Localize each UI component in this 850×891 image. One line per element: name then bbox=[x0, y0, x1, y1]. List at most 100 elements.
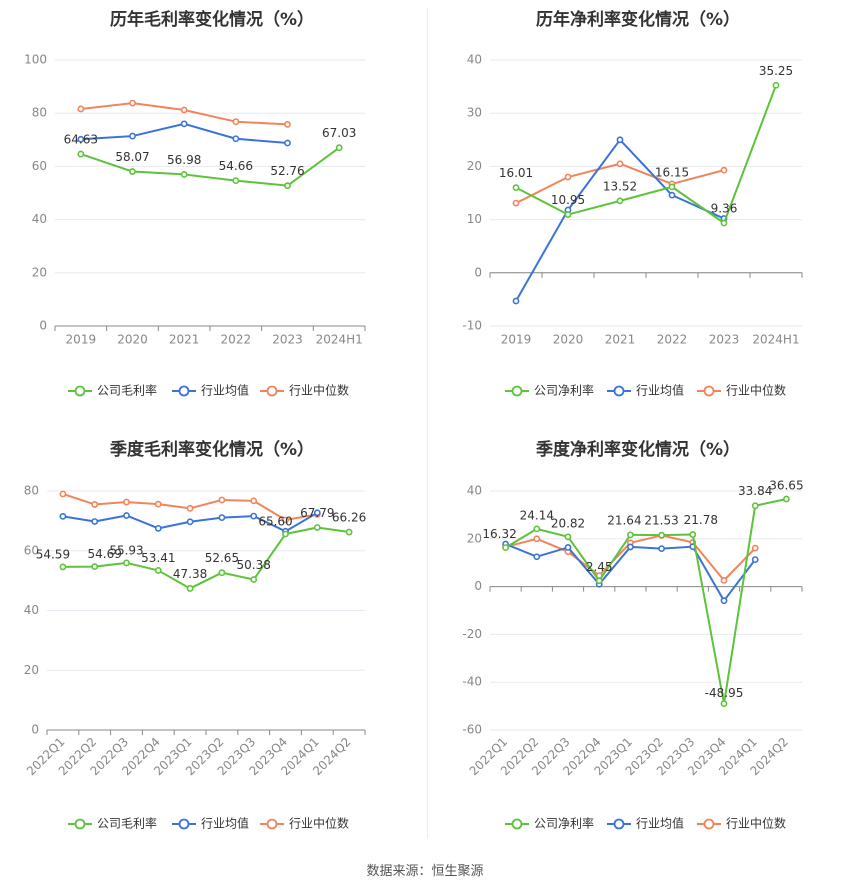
data-point bbox=[720, 576, 728, 584]
data-point bbox=[564, 211, 572, 218]
data-label: 24.14 bbox=[520, 508, 554, 522]
data-point bbox=[154, 500, 162, 508]
data-label: 13.52 bbox=[603, 179, 637, 193]
data-point bbox=[91, 501, 99, 508]
data-point bbox=[564, 533, 572, 541]
y-tick-label: 0 bbox=[474, 265, 482, 279]
data-point bbox=[616, 197, 624, 205]
legend-swatch-marker bbox=[266, 818, 278, 830]
data-point bbox=[154, 524, 162, 532]
x-tick-label: 2020 bbox=[117, 333, 148, 347]
x-tick-label: 2019 bbox=[66, 333, 97, 347]
data-label: 21.64 bbox=[607, 513, 641, 527]
chart-1: 历年毛利率变化情况（%） 0 20 40 60 80 100 2019 2020 2021 2022… bbox=[24, 9, 366, 398]
data-point bbox=[250, 576, 258, 583]
data-point bbox=[180, 106, 188, 114]
data-label: 58.07 bbox=[115, 150, 149, 164]
y-tick-label: -60 bbox=[462, 723, 482, 737]
data-label: 10.95 bbox=[551, 193, 585, 207]
data-label: 2.45 bbox=[586, 560, 613, 574]
legend-item: 公司毛利率 bbox=[68, 383, 157, 398]
chart-title: 历年净利率变化情况（%） bbox=[536, 9, 740, 30]
y-tick-label: 20 bbox=[24, 663, 39, 677]
legend-swatch-marker bbox=[74, 818, 86, 830]
data-point bbox=[512, 199, 520, 207]
x-tick-label: 2024H1 bbox=[752, 333, 799, 347]
x-tick-label: 2019 bbox=[501, 333, 532, 347]
data-label: 21.53 bbox=[644, 514, 678, 528]
y-tick-label: 20 bbox=[467, 159, 482, 173]
data-point bbox=[564, 173, 572, 181]
chart-2: 历年净利率变化情况（%） -10 0 10 20 30 40 2019 2020 2021 2022… bbox=[462, 9, 803, 398]
data-point bbox=[345, 528, 353, 536]
legend-item: 公司净利率 bbox=[505, 383, 594, 398]
series-line bbox=[62, 526, 350, 590]
series-line bbox=[505, 498, 787, 705]
y-tick-label: 100 bbox=[24, 53, 47, 67]
legend-label: 行业中位数 bbox=[726, 816, 786, 831]
data-label: 67.79 bbox=[300, 506, 334, 520]
data-point bbox=[186, 518, 194, 526]
data-point bbox=[720, 219, 728, 227]
data-point bbox=[627, 543, 634, 551]
legend-label: 行业中位数 bbox=[726, 383, 786, 398]
data-label: 20.82 bbox=[551, 516, 585, 530]
data-point bbox=[658, 531, 665, 539]
y-tick-label: 40 bbox=[467, 53, 482, 67]
legend-item: 行业均值 bbox=[607, 816, 684, 831]
legend-swatch-marker bbox=[178, 818, 190, 830]
data-point bbox=[627, 531, 634, 539]
data-point bbox=[751, 502, 759, 510]
legend-item: 行业中位数 bbox=[260, 816, 349, 831]
data-point bbox=[91, 563, 99, 571]
series-line bbox=[515, 84, 777, 225]
legend-label: 公司毛利率 bbox=[97, 816, 157, 831]
legend-label: 公司净利率 bbox=[534, 816, 594, 831]
data-point bbox=[284, 139, 291, 147]
legend-swatch-marker bbox=[613, 818, 625, 830]
data-point bbox=[77, 105, 85, 113]
x-tick-label: 2022 bbox=[657, 333, 688, 347]
data-label: 53.41 bbox=[141, 551, 175, 565]
data-point bbox=[533, 525, 541, 533]
x-tick-label: 2021 bbox=[169, 333, 200, 347]
x-tick-label: 2020 bbox=[553, 333, 584, 347]
y-tick-label: 0 bbox=[474, 579, 482, 593]
data-point bbox=[512, 184, 520, 192]
y-tick-label: 80 bbox=[24, 484, 39, 498]
data-point bbox=[59, 563, 67, 571]
data-point bbox=[564, 544, 572, 551]
legend-label: 行业均值 bbox=[636, 383, 684, 398]
y-tick-label: 0 bbox=[39, 319, 47, 333]
data-point bbox=[502, 544, 509, 551]
legend-swatch-marker bbox=[613, 385, 625, 397]
data-point bbox=[218, 514, 226, 521]
data-point bbox=[129, 168, 136, 175]
y-tick-label: -10 bbox=[462, 319, 482, 333]
data-label: -48.95 bbox=[705, 686, 744, 700]
legend-item: 公司净利率 bbox=[505, 816, 594, 831]
legend-item: 公司毛利率 bbox=[68, 816, 157, 831]
data-point bbox=[284, 120, 291, 128]
data-point bbox=[232, 135, 240, 143]
data-point bbox=[668, 183, 676, 191]
data-label: 64.63 bbox=[64, 133, 98, 147]
data-point bbox=[123, 559, 130, 567]
data-point bbox=[250, 497, 258, 505]
data-point bbox=[616, 160, 624, 168]
data-label: 16.01 bbox=[499, 166, 533, 180]
data-label: 56.98 bbox=[167, 153, 201, 167]
legend-swatch-marker bbox=[74, 385, 86, 397]
data-point bbox=[533, 535, 541, 543]
x-tick-label: 2021 bbox=[605, 333, 636, 347]
data-point bbox=[218, 496, 226, 504]
source-text: 数据来源：恒生聚源 bbox=[366, 864, 484, 879]
y-tick-label: -20 bbox=[462, 627, 482, 641]
y-tick-label: 60 bbox=[32, 159, 47, 173]
y-tick-label: 30 bbox=[467, 106, 482, 120]
legend-label: 行业中位数 bbox=[289, 816, 349, 831]
data-point bbox=[154, 567, 162, 574]
data-label: 54.69 bbox=[88, 547, 122, 561]
y-tick-label: 10 bbox=[467, 212, 482, 226]
y-tick-label: 40 bbox=[32, 212, 47, 226]
